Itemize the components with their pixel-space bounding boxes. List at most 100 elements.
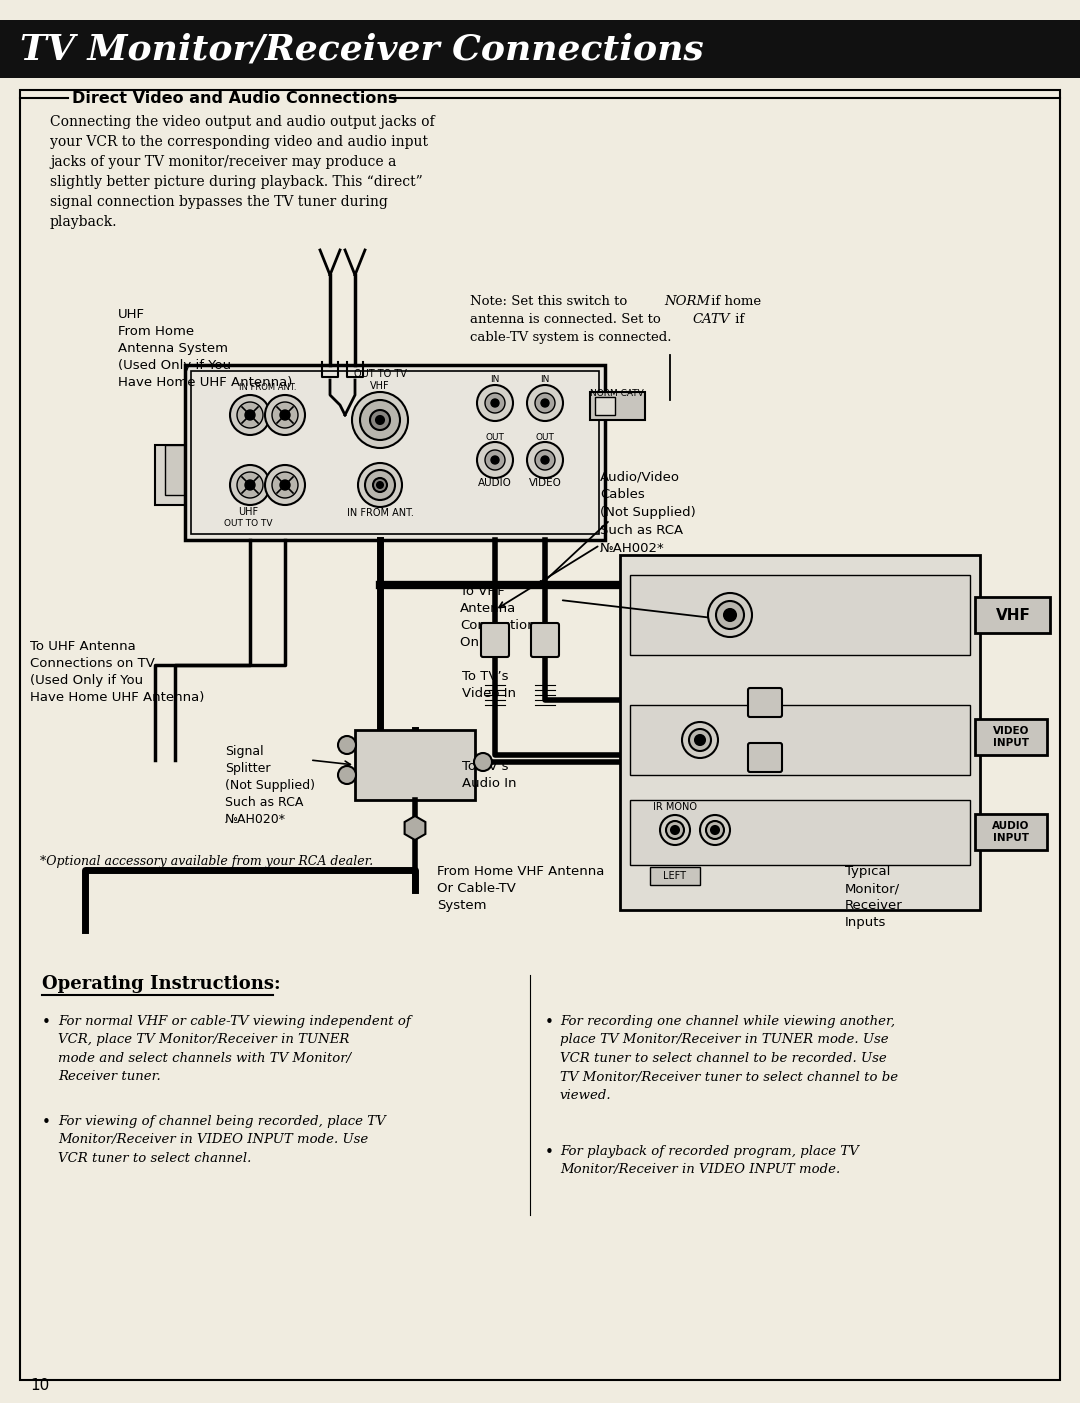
Text: antenna is connected. Set to: antenna is connected. Set to xyxy=(470,313,665,325)
Circle shape xyxy=(237,403,264,428)
Text: To UHF Antenna
Connections on TV
(Used Only if You
Have Home UHF Antenna): To UHF Antenna Connections on TV (Used O… xyxy=(30,640,204,704)
Circle shape xyxy=(711,826,719,833)
Circle shape xyxy=(660,815,690,845)
Circle shape xyxy=(681,723,718,758)
Text: AUDIO
INPUT: AUDIO INPUT xyxy=(993,821,1029,843)
Text: if: if xyxy=(731,313,744,325)
Circle shape xyxy=(485,450,505,470)
Circle shape xyxy=(689,730,711,751)
Circle shape xyxy=(280,410,291,419)
Bar xyxy=(355,730,475,800)
Bar xyxy=(650,867,700,885)
Circle shape xyxy=(280,480,291,490)
FancyBboxPatch shape xyxy=(748,744,782,772)
FancyBboxPatch shape xyxy=(531,623,559,657)
Circle shape xyxy=(696,735,705,745)
Text: Direct Video and Audio Connections: Direct Video and Audio Connections xyxy=(72,91,397,105)
Circle shape xyxy=(708,593,752,637)
Circle shape xyxy=(338,737,356,753)
Circle shape xyxy=(237,471,264,498)
Circle shape xyxy=(272,403,298,428)
Text: TV Monitor/Receiver Connections: TV Monitor/Receiver Connections xyxy=(21,32,704,66)
Circle shape xyxy=(370,410,390,429)
Text: VIDEO
INPUT: VIDEO INPUT xyxy=(993,725,1029,748)
Text: •: • xyxy=(545,1145,554,1160)
Text: Signal
Splitter
(Not Supplied)
Such as RCA
№AH020*: Signal Splitter (Not Supplied) Such as R… xyxy=(225,745,315,826)
Circle shape xyxy=(716,600,744,629)
Text: cable-TV system is connected.: cable-TV system is connected. xyxy=(470,331,672,344)
Bar xyxy=(630,800,970,866)
Text: NORM CATV: NORM CATV xyxy=(590,389,644,397)
Circle shape xyxy=(230,464,270,505)
Text: UHF: UHF xyxy=(238,506,258,516)
Bar xyxy=(191,370,599,535)
Circle shape xyxy=(485,393,505,412)
Text: IN FROM ANT.: IN FROM ANT. xyxy=(347,508,414,518)
Text: For viewing of channel being recorded, place TV
Monitor/Receiver in VIDEO INPUT : For viewing of channel being recorded, p… xyxy=(58,1115,386,1164)
Text: OUT TO TV
VHF: OUT TO TV VHF xyxy=(353,369,406,391)
Text: To TV’s
Video In: To TV’s Video In xyxy=(462,671,516,700)
Circle shape xyxy=(352,391,408,448)
Circle shape xyxy=(338,766,356,784)
Text: OUT: OUT xyxy=(536,432,554,442)
Bar xyxy=(590,391,645,419)
Circle shape xyxy=(527,384,563,421)
Circle shape xyxy=(474,753,492,772)
Text: For normal VHF or cable-TV viewing independent of
VCR, place TV Monitor/Receiver: For normal VHF or cable-TV viewing indep… xyxy=(58,1014,410,1083)
Text: NORM: NORM xyxy=(664,295,711,309)
Text: To TV’s
Audio In: To TV’s Audio In xyxy=(462,760,516,790)
Circle shape xyxy=(265,396,305,435)
Circle shape xyxy=(541,456,549,464)
Circle shape xyxy=(365,470,395,499)
Text: VIDEO: VIDEO xyxy=(528,478,562,488)
Circle shape xyxy=(265,464,305,505)
Circle shape xyxy=(373,478,387,492)
Text: IR MONO: IR MONO xyxy=(653,803,697,812)
Circle shape xyxy=(377,483,383,488)
Text: •: • xyxy=(42,1014,51,1030)
Bar xyxy=(975,814,1047,850)
Text: CATV: CATV xyxy=(692,313,729,325)
FancyBboxPatch shape xyxy=(748,687,782,717)
Circle shape xyxy=(700,815,730,845)
Circle shape xyxy=(724,609,735,622)
Circle shape xyxy=(541,398,549,407)
Text: Note: Set this switch to: Note: Set this switch to xyxy=(470,295,632,309)
Text: if home: if home xyxy=(707,295,761,309)
Bar xyxy=(630,575,970,655)
Text: From Home VHF Antenna
Or Cable-TV
System: From Home VHF Antenna Or Cable-TV System xyxy=(437,866,605,912)
Bar xyxy=(0,20,1080,79)
Text: OUT: OUT xyxy=(486,432,504,442)
Bar xyxy=(975,718,1047,755)
Circle shape xyxy=(357,463,402,506)
Circle shape xyxy=(477,442,513,478)
Text: IN FROM ANT.: IN FROM ANT. xyxy=(240,383,297,391)
Text: •: • xyxy=(42,1115,51,1129)
Text: To VHF
Antenna
Connections
On TV: To VHF Antenna Connections On TV xyxy=(460,585,542,650)
Text: UHF
From Home
Antenna System
(Used Only if You
Have Home UHF Antenna): UHF From Home Antenna System (Used Only … xyxy=(118,309,293,389)
Text: AUDIO: AUDIO xyxy=(478,478,512,488)
Text: Audio/Video
Cables
(Not Supplied)
Such as RCA
№AH002*: Audio/Video Cables (Not Supplied) Such a… xyxy=(600,470,696,556)
Circle shape xyxy=(706,821,724,839)
Circle shape xyxy=(376,417,384,424)
Circle shape xyxy=(527,442,563,478)
Circle shape xyxy=(671,826,679,833)
Text: For recording one channel while viewing another,
place TV Monitor/Receiver in TU: For recording one channel while viewing … xyxy=(561,1014,899,1101)
Text: •: • xyxy=(545,1014,554,1030)
Text: VHF: VHF xyxy=(996,607,1030,623)
FancyBboxPatch shape xyxy=(481,623,509,657)
Circle shape xyxy=(230,396,270,435)
Text: Typical
Monitor/
Receiver
Inputs: Typical Monitor/ Receiver Inputs xyxy=(845,866,903,929)
Bar xyxy=(185,365,605,540)
Text: For playback of recorded program, place TV
Monitor/Receiver in VIDEO INPUT mode.: For playback of recorded program, place … xyxy=(561,1145,859,1177)
Bar xyxy=(620,556,980,911)
Circle shape xyxy=(360,400,400,441)
Bar xyxy=(595,397,615,415)
Bar xyxy=(165,445,205,495)
Text: *Optional accessory available from your RCA dealer.: *Optional accessory available from your … xyxy=(40,854,374,868)
Text: LEFT: LEFT xyxy=(663,871,687,881)
Bar xyxy=(975,598,1050,633)
Circle shape xyxy=(666,821,684,839)
Text: OUT TO TV: OUT TO TV xyxy=(224,519,272,528)
Circle shape xyxy=(491,456,499,464)
